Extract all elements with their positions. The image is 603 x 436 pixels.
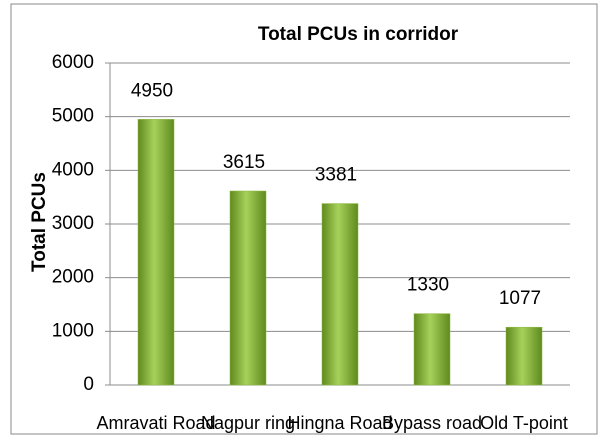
value-label: 4950 bbox=[131, 80, 173, 101]
y-tick-label: 1000 bbox=[52, 320, 94, 341]
chart-border bbox=[10, 3, 598, 435]
x-tick-label: Amravati Road bbox=[96, 413, 215, 433]
bar bbox=[505, 326, 543, 386]
value-label: 1077 bbox=[499, 288, 541, 309]
y-tick-label: 2000 bbox=[52, 267, 94, 288]
y-tick-label: 4000 bbox=[52, 159, 94, 180]
x-tick-label: Hingna Road bbox=[287, 413, 392, 433]
x-tick-label: Nagpur ring bbox=[201, 413, 295, 433]
bar bbox=[137, 119, 175, 386]
y-axis-label: Total PCUs bbox=[29, 172, 50, 272]
value-label: 3381 bbox=[315, 165, 357, 186]
bar bbox=[321, 203, 359, 386]
value-label: 3615 bbox=[223, 152, 265, 173]
chart-title: Total PCUs in corridor bbox=[258, 24, 459, 45]
bar bbox=[229, 190, 267, 386]
y-tick-label: 5000 bbox=[52, 106, 94, 127]
value-label: 1330 bbox=[407, 275, 449, 296]
x-tick-label: Bypass road bbox=[382, 413, 482, 433]
y-tick-label: 6000 bbox=[52, 52, 94, 73]
y-tick-label: 0 bbox=[83, 374, 94, 395]
y-tick-label: 3000 bbox=[52, 213, 94, 234]
x-tick-label: Old T-point bbox=[480, 413, 568, 433]
bar bbox=[413, 313, 451, 386]
